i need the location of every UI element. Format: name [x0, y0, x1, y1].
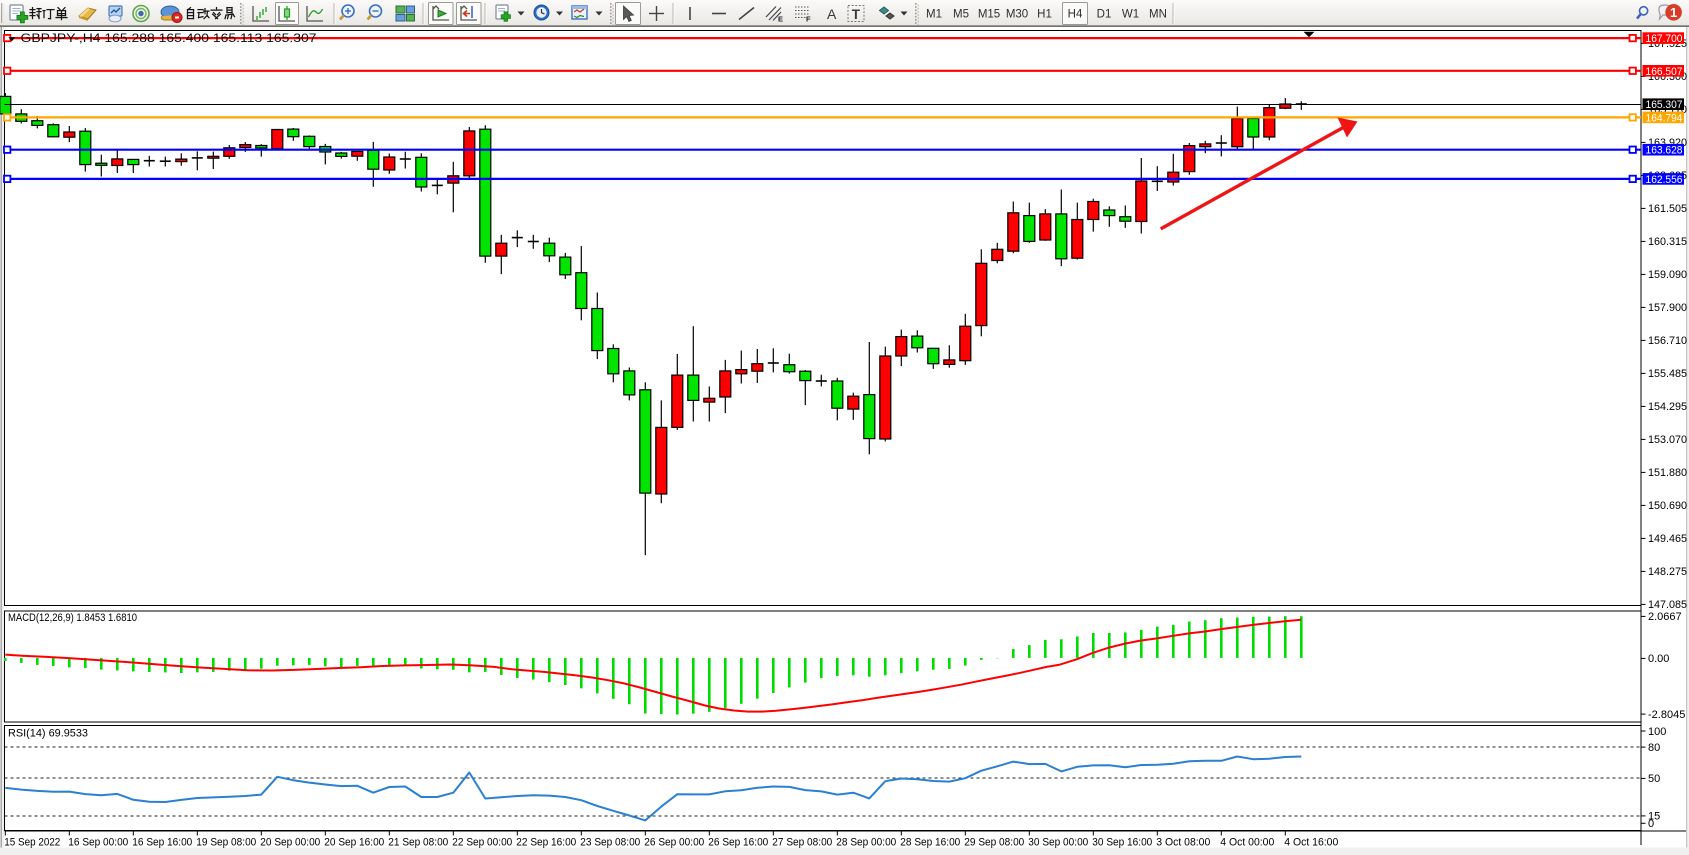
- svg-text:15: 15: [1648, 811, 1660, 823]
- svg-text:1: 1: [1670, 5, 1677, 20]
- svg-text:29 Sep 08:00: 29 Sep 08:00: [964, 837, 1024, 849]
- svg-text:159.090: 159.090: [1648, 269, 1687, 281]
- svg-text:4 Oct 00:00: 4 Oct 00:00: [1220, 837, 1274, 849]
- svg-text:27 Sep 08:00: 27 Sep 08:00: [772, 837, 832, 849]
- svg-text:20 Sep 16:00: 20 Sep 16:00: [324, 837, 384, 849]
- svg-text:166.507: 166.507: [1646, 66, 1683, 78]
- svg-text:16 Sep 16:00: 16 Sep 16:00: [132, 837, 192, 849]
- svg-text:161.505: 161.505: [1648, 203, 1687, 215]
- svg-text:157.900: 157.900: [1648, 302, 1687, 314]
- svg-text:156.710: 156.710: [1648, 335, 1687, 347]
- svg-text:165.307: 165.307: [1646, 99, 1683, 111]
- svg-text:147.085: 147.085: [1648, 599, 1687, 611]
- svg-text:22 Sep 16:00: 22 Sep 16:00: [516, 837, 576, 849]
- svg-text:150.690: 150.690: [1648, 500, 1687, 512]
- svg-text:155.485: 155.485: [1648, 368, 1687, 380]
- svg-text:154.295: 154.295: [1648, 401, 1687, 413]
- svg-text:H4: H4: [1068, 9, 1083, 21]
- svg-text:16 Sep 00:00: 16 Sep 00:00: [68, 837, 128, 849]
- svg-text:80: 80: [1648, 742, 1660, 754]
- svg-text:15 Sep 2022: 15 Sep 2022: [4, 837, 60, 849]
- svg-text:28 Sep 00:00: 28 Sep 00:00: [836, 837, 896, 849]
- svg-text:M30: M30: [1006, 9, 1028, 21]
- svg-text:26 Sep 16:00: 26 Sep 16:00: [708, 837, 768, 849]
- svg-text:28 Sep 16:00: 28 Sep 16:00: [900, 837, 960, 849]
- svg-text:100: 100: [1648, 726, 1666, 738]
- svg-text:F: F: [806, 15, 811, 24]
- svg-text:E: E: [778, 15, 783, 24]
- svg-text:160.315: 160.315: [1648, 236, 1687, 248]
- svg-text:30 Sep 00:00: 30 Sep 00:00: [1028, 837, 1088, 849]
- svg-text:2.0667: 2.0667: [1648, 611, 1682, 623]
- svg-text:22 Sep 00:00: 22 Sep 00:00: [452, 837, 512, 849]
- svg-text:163.628: 163.628: [1646, 145, 1683, 157]
- svg-text:0: 0: [1648, 818, 1654, 830]
- svg-text:4 Oct 16:00: 4 Oct 16:00: [1284, 837, 1338, 849]
- svg-text:164.794: 164.794: [1646, 112, 1683, 124]
- svg-text:GBPJPY-,H4 165.288 165.400 16: GBPJPY-,H4 165.288 165.400 165.113 165.3…: [21, 31, 317, 45]
- svg-text:21 Sep 08:00: 21 Sep 08:00: [388, 837, 448, 849]
- svg-text:20 Sep 00:00: 20 Sep 00:00: [260, 837, 320, 849]
- svg-text:RSI(14) 69.9533: RSI(14) 69.9533: [8, 728, 88, 740]
- svg-text:-2.8045: -2.8045: [1648, 709, 1685, 721]
- svg-text:30 Sep 16:00: 30 Sep 16:00: [1092, 837, 1152, 849]
- svg-text:MN: MN: [1149, 9, 1167, 21]
- svg-text:50: 50: [1648, 773, 1660, 785]
- svg-text:M15: M15: [978, 9, 1000, 21]
- svg-text:M1: M1: [926, 9, 942, 21]
- svg-text:T: T: [852, 7, 861, 22]
- svg-text:153.070: 153.070: [1648, 434, 1687, 446]
- svg-text:W1: W1: [1122, 9, 1139, 21]
- svg-text:A: A: [827, 6, 837, 22]
- svg-text:23 Sep 08:00: 23 Sep 08:00: [580, 837, 640, 849]
- svg-text:19 Sep 08:00: 19 Sep 08:00: [196, 837, 256, 849]
- svg-text:0.00: 0.00: [1648, 653, 1669, 665]
- svg-text:149.465: 149.465: [1648, 533, 1687, 545]
- svg-text:148.275: 148.275: [1648, 566, 1687, 578]
- svg-text:M5: M5: [953, 9, 969, 21]
- svg-text:MACD(12,26,9) 1.8453 1.6810: MACD(12,26,9) 1.8453 1.6810: [8, 612, 137, 624]
- svg-text:151.880: 151.880: [1648, 467, 1687, 479]
- svg-text:H1: H1: [1037, 9, 1052, 21]
- svg-text:D1: D1: [1097, 9, 1112, 21]
- svg-text:3 Oct 08:00: 3 Oct 08:00: [1156, 837, 1210, 849]
- svg-text:167.700: 167.700: [1646, 33, 1683, 45]
- svg-text:26 Sep 00:00: 26 Sep 00:00: [644, 837, 704, 849]
- svg-text:162.556: 162.556: [1646, 174, 1683, 186]
